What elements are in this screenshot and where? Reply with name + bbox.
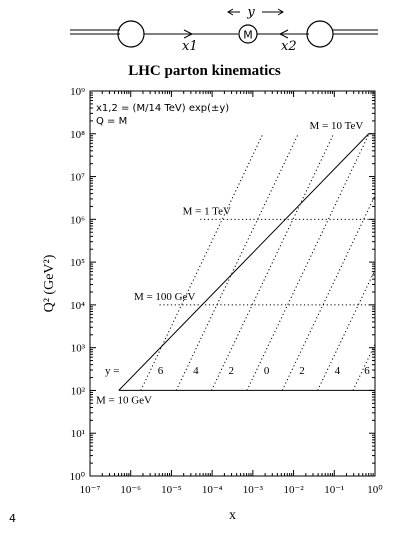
rapidity-line — [211, 133, 335, 391]
right-beam-line — [333, 29, 378, 35]
rapidity-label: 0 — [264, 365, 270, 377]
q-equals-m-annotation: Q = M — [96, 116, 127, 127]
y-tick-label: 10⁹ — [70, 86, 85, 98]
kinematic-boundary-line — [118, 133, 376, 391]
rapidity-label: 6 — [158, 365, 164, 377]
right-parton-arrow — [278, 29, 289, 39]
y-tick-label: 10¹ — [71, 428, 85, 440]
y-tick-label: 10² — [71, 385, 86, 397]
y-tick-label: 10⁰ — [70, 471, 86, 483]
kinematics-diagram: M x1 x2 y — [70, 5, 378, 54]
formula-annotation: x1,2 = (M/14 TeV) exp(±y) — [96, 103, 229, 114]
rapidity-arrow-label: y — [246, 5, 255, 20]
y-tick-label: 10⁷ — [70, 172, 85, 184]
x-tick-label: 10⁻³ — [243, 484, 264, 496]
rapidity-arrow — [227, 8, 284, 16]
rapidity-line — [317, 269, 376, 391]
right-momentum-fraction-label: x2 — [281, 39, 297, 54]
plot-frame — [89, 90, 376, 477]
x-axis-label: x — [229, 508, 236, 523]
central-mass-label: M — [243, 29, 253, 42]
left-momentum-fraction-label: x1 — [182, 39, 198, 54]
left-beam-line — [70, 29, 120, 35]
rapidity-line — [246, 133, 370, 391]
rapidity-line — [352, 343, 376, 391]
rapidity-line — [175, 133, 299, 391]
mass-line-label: M = 10 GeV — [96, 394, 152, 406]
rapidity-line — [281, 195, 376, 391]
rapidity-label: 4 — [335, 365, 341, 377]
rapidity-line — [140, 133, 264, 391]
y-tick-label: 10³ — [71, 343, 86, 355]
x-tick-label: 10⁻⁴ — [202, 484, 223, 496]
rapidity-prefix-label: y = — [105, 365, 119, 377]
y-axis-label: Q² (GeV²) — [42, 254, 57, 312]
page-number: 4 — [9, 512, 16, 525]
y-tick-label: 10⁶ — [70, 214, 85, 226]
chart-title: LHC parton kinematics — [128, 63, 281, 79]
y-tick-label: 10⁸ — [70, 129, 85, 141]
rapidity-label: 2 — [299, 365, 305, 377]
x-tick-label: 10⁻⁶ — [120, 484, 141, 496]
x-tick-label: 10⁻⁵ — [161, 484, 182, 496]
x-tick-label: 10⁻⁷ — [80, 484, 101, 496]
left-parton-arrow — [183, 29, 194, 39]
y-tick-label: 10⁵ — [70, 257, 85, 269]
rapidity-label: 2 — [229, 365, 235, 377]
y-tick-label: 10⁴ — [70, 300, 85, 312]
mass-line-label: M = 100 GeV — [134, 291, 196, 303]
x-tick-label: 10⁻² — [284, 484, 305, 496]
rapidity-label: 6 — [364, 365, 370, 377]
x-tick-label: 10⁰ — [367, 484, 383, 496]
mass-line-label: M = 1 TeV — [183, 205, 231, 217]
x-tick-label: 10⁻¹ — [324, 484, 344, 496]
mass-line-label: M = 10 TeV — [310, 120, 364, 132]
rapidity-label: 4 — [193, 365, 199, 377]
